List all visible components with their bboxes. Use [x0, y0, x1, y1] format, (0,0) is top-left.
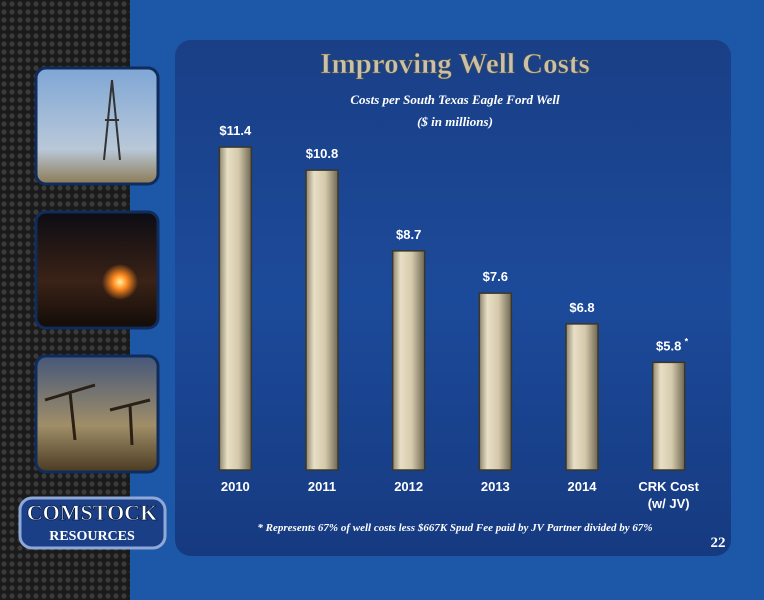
x-tick-label: 2012 [394, 479, 424, 494]
rig-icon [103, 79, 121, 161]
footnote-marker: * [685, 336, 689, 346]
logo-line2: RESOURCES [49, 529, 135, 544]
value-label: $7.6 [483, 269, 508, 284]
bar [478, 292, 513, 471]
bar [391, 250, 426, 471]
value-label: $11.4 [219, 123, 252, 138]
x-tick-label: 2011 [307, 479, 337, 494]
pumpjack-icon [44, 383, 151, 446]
x-tick-label: 2014 [567, 479, 597, 494]
bar [651, 361, 686, 471]
value-label: $6.8 [569, 300, 594, 315]
footnote: * Represents 67% of well costs less $667… [257, 522, 652, 534]
x-tick-label: 2010 [220, 479, 250, 494]
bar [218, 146, 253, 471]
logo-line1: COMSTOCK [27, 500, 157, 525]
value-label: $8.7 [396, 227, 421, 242]
photo-flare [34, 210, 160, 330]
value-label: $10.8 [306, 146, 339, 161]
x-tick-label: 2013 [480, 479, 510, 494]
photo-pumpjacks [34, 354, 160, 474]
value-label: $5.8 [656, 338, 681, 353]
bar [565, 323, 599, 471]
x-tick-label: CRK Cost (w/ JV) [638, 479, 699, 511]
photo-rigs [34, 66, 160, 186]
flare-glow [102, 264, 138, 300]
bar [305, 169, 339, 471]
units-note: ($ in millions) [417, 114, 493, 129]
chart-subtitle: Costs per South Texas Eagle Ford Well [350, 92, 560, 107]
chart-title: Improving Well Costs [320, 48, 590, 80]
logo-box [18, 496, 167, 550]
page-number: 22 [711, 535, 726, 551]
